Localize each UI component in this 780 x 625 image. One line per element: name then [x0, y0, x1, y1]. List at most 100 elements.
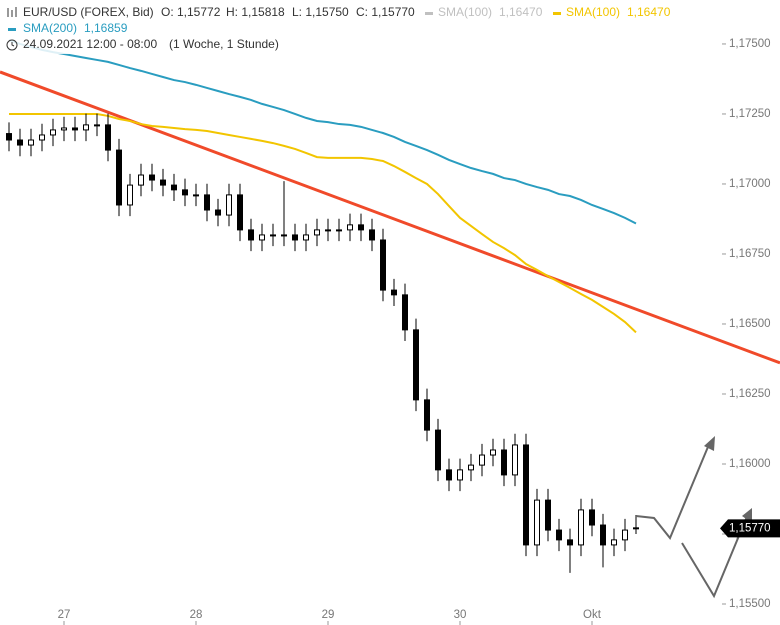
sma-line — [9, 112, 637, 334]
period: 24.09.2021 12:00 - 08:00 — [23, 37, 157, 51]
candle-body — [424, 399, 430, 431]
candle-body — [138, 174, 144, 186]
y-tick-label: 1,17250 — [729, 108, 771, 120]
candle-body — [314, 229, 320, 236]
y-tick-label: 1,16500 — [729, 318, 771, 330]
candle-body — [116, 149, 122, 206]
candle-body — [193, 194, 199, 197]
candle-body — [17, 139, 23, 146]
legend-value: 1,16470 — [627, 5, 671, 19]
ohlc-low: L: 1,15750 — [292, 5, 349, 19]
legend-swatch — [425, 12, 433, 15]
candle-body — [633, 527, 639, 530]
header-bg — [0, 0, 690, 54]
trendline — [0, 70, 780, 365]
price-tag-label: 1,15770 — [729, 522, 771, 534]
clock-face — [6, 39, 18, 51]
candle-body — [248, 229, 254, 241]
clock-icon — [6, 39, 18, 51]
candle-body — [204, 194, 210, 211]
candle-body — [490, 449, 496, 456]
candle-body — [292, 234, 298, 241]
y-tick-label: 1,16750 — [729, 248, 771, 260]
candle-body — [303, 234, 309, 241]
chart-icon — [7, 7, 17, 17]
header: EUR/USD (FOREX, Bid) O: 1,15772 H: 1,158… — [0, 0, 690, 54]
y-tick-label: 1,16000 — [729, 458, 771, 470]
candle-body — [226, 194, 232, 216]
projection-arrows — [635, 436, 752, 599]
candle-body — [50, 129, 56, 136]
candle-body — [105, 124, 111, 151]
arrow-head — [704, 436, 715, 451]
candle-body — [347, 224, 353, 231]
candle-body — [534, 499, 540, 546]
arrow-down-up — [681, 513, 749, 599]
candle-body — [413, 329, 419, 401]
y-tick-label: 1,15500 — [729, 598, 771, 610]
x-tick-label: Okt — [583, 609, 602, 621]
x-tick-label: 27 — [58, 609, 71, 621]
legend-value: 1,16859 — [84, 21, 128, 35]
candle-body — [39, 134, 45, 141]
sma-line — [8, 39, 637, 225]
symbol: EUR/USD (FOREX, Bid) — [23, 5, 154, 19]
candle-body — [127, 184, 133, 206]
candle-body — [545, 499, 551, 531]
candle-body — [402, 294, 408, 331]
candle-body — [512, 444, 518, 476]
candle-body — [281, 234, 287, 237]
candle-body — [160, 179, 166, 186]
candle-body — [567, 539, 573, 546]
price-tag — [720, 519, 780, 538]
candle-body — [446, 469, 452, 481]
candle-body — [501, 449, 507, 476]
candle-body — [600, 524, 606, 546]
legend-name: SMA(200) — [23, 21, 77, 35]
legend-swatch — [8, 28, 16, 31]
y-tick-label: 1,16250 — [729, 388, 771, 400]
legend-swatch — [553, 12, 561, 15]
ohlc-close: C: 1,15770 — [356, 5, 415, 19]
legend-name: SMA(100) — [566, 5, 620, 19]
candle-body — [611, 539, 617, 546]
candle-body — [72, 127, 78, 131]
candle-body — [149, 174, 155, 181]
candle-body — [83, 124, 89, 131]
candle-body — [589, 509, 595, 526]
arrow-up — [635, 441, 711, 540]
legend-name: SMA(100) — [438, 5, 492, 19]
candle-body — [171, 184, 177, 191]
x-tick-label: 30 — [454, 609, 467, 621]
candle-body — [479, 454, 485, 466]
candle-body — [435, 429, 441, 471]
y-tick-label: 1,17000 — [729, 178, 771, 190]
legend-value: 1,16470 — [499, 5, 543, 19]
candle-body — [94, 124, 100, 127]
candle-body — [61, 127, 67, 131]
candle-body — [622, 529, 628, 541]
candle-body — [556, 529, 562, 541]
candle-body — [325, 229, 331, 232]
candle-body — [380, 239, 386, 291]
candle-body — [215, 209, 221, 216]
candle-body — [468, 464, 474, 471]
candle-body — [578, 509, 584, 546]
candle-body — [259, 234, 265, 241]
y-tick-label: 1,17500 — [729, 38, 771, 50]
clock-hands — [11, 42, 15, 47]
candle-body — [391, 289, 397, 296]
ohlc-high: H: 1,15818 — [226, 5, 285, 19]
candle-body — [237, 194, 243, 231]
candle-body — [369, 229, 375, 241]
arrow-head — [742, 508, 752, 523]
x-tick-label: 29 — [322, 609, 335, 621]
candle-body — [523, 444, 529, 546]
candle-body — [336, 229, 342, 232]
interval: (1 Woche, 1 Stunde) — [169, 37, 279, 51]
plot-area — [0, 39, 780, 573]
ohlc-open: O: 1,15772 — [161, 5, 221, 19]
candle-body — [6, 133, 12, 141]
